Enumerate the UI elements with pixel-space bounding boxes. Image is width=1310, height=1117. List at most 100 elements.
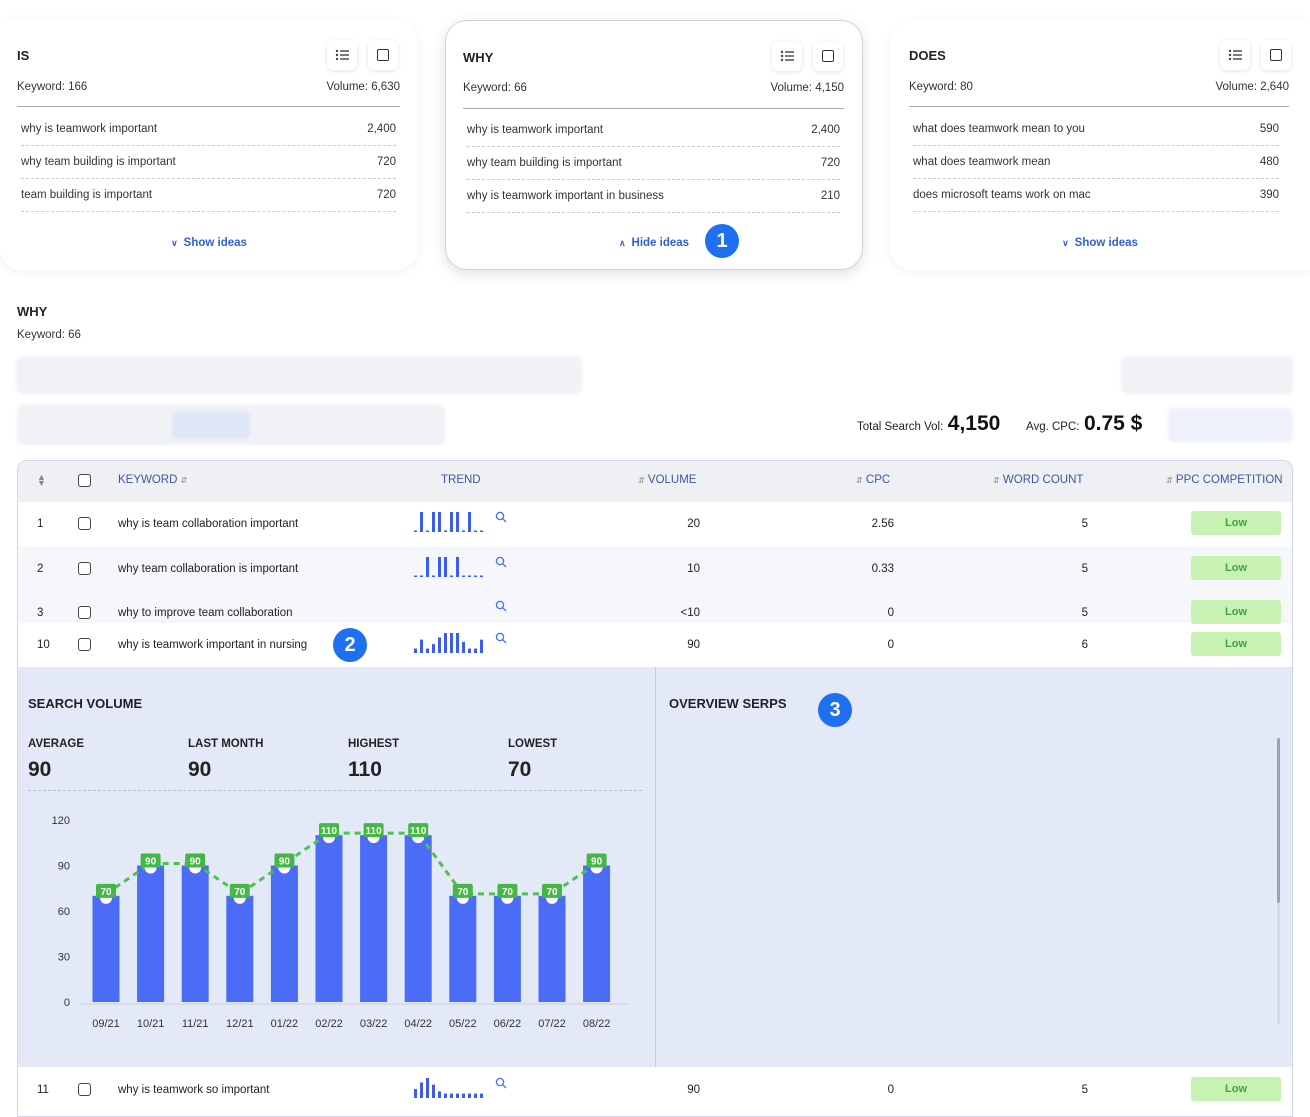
row-number: 3 xyxy=(37,607,44,619)
sparkline-bar xyxy=(414,575,417,577)
sparkline-bar xyxy=(456,1093,459,1098)
sparkline-bar xyxy=(438,637,441,653)
stat-value-last-month: 90 xyxy=(188,758,212,781)
row-checkbox[interactable] xyxy=(78,562,91,575)
search-icon[interactable] xyxy=(495,632,507,644)
list-item: what does teamwork mean 480 xyxy=(913,146,1279,179)
list-view-button[interactable] xyxy=(1220,40,1250,70)
row-checkbox[interactable] xyxy=(78,1083,91,1096)
header-volume[interactable]: ⇵ VOLUME xyxy=(638,474,697,486)
select-checkbox-button[interactable] xyxy=(368,40,398,70)
chart-bar xyxy=(181,865,209,1002)
table-header xyxy=(18,461,1292,502)
x-tick-label: 06/22 xyxy=(494,1018,522,1030)
hide-ideas-button[interactable]: ∧ Hide ideas xyxy=(618,237,690,249)
stat-value-highest: 110 xyxy=(348,758,382,781)
row-keyword[interactable]: why to improve team collaboration xyxy=(118,607,293,619)
sparkline-bar xyxy=(426,530,429,532)
x-tick-label: 01/22 xyxy=(271,1018,299,1030)
header-keyword[interactable]: KEYWORD ⇵ xyxy=(118,474,188,486)
search-icon[interactable] xyxy=(495,556,507,568)
sparkline-bar xyxy=(438,512,441,532)
panel-divider xyxy=(655,667,656,1067)
sparkline-bar xyxy=(438,1091,441,1098)
sparkline-bar xyxy=(474,648,477,653)
row-volume: <10 xyxy=(680,607,700,619)
data-label-box xyxy=(319,823,339,838)
group-title: IS xyxy=(17,48,30,63)
sparkline-bar xyxy=(468,575,471,577)
data-label-box xyxy=(408,823,429,838)
sparkline-bar xyxy=(450,1093,453,1098)
header-cpc[interactable]: ⇵ CPC xyxy=(856,474,891,486)
row-word-count: 6 xyxy=(1081,639,1088,651)
chart-bar xyxy=(92,895,120,1002)
callout-badge-3: 3 xyxy=(818,693,852,727)
trend-sparkline xyxy=(414,512,483,532)
show-ideas-button[interactable]: ∨ Show ideas xyxy=(171,237,247,249)
chevron-up-icon: ∧ xyxy=(618,238,626,248)
chart-bar xyxy=(226,895,254,1002)
x-tick-label: 08/22 xyxy=(583,1018,611,1030)
chart-bar xyxy=(538,895,566,1002)
group-title: DOES xyxy=(909,48,946,63)
sparkline-bar xyxy=(450,633,453,653)
stat-label-last-month: LAST MONTH xyxy=(188,738,264,750)
row-keyword[interactable]: why is teamwork important in nursing xyxy=(118,639,308,651)
list-item: why is teamwork important in business 210 xyxy=(467,180,840,213)
sparkline-bar xyxy=(444,633,447,653)
search-icon[interactable] xyxy=(495,1077,507,1089)
data-label: 70 xyxy=(457,887,469,898)
list-icon xyxy=(780,50,794,62)
select-all-checkbox[interactable] xyxy=(78,474,91,487)
stat-label-average: AVERAGE xyxy=(28,738,85,750)
list-icon xyxy=(1228,49,1242,61)
row-bg xyxy=(18,623,1292,668)
row-keyword[interactable]: why is team collaboration important xyxy=(118,518,299,530)
row-word-count: 5 xyxy=(1081,607,1088,619)
search-icon[interactable] xyxy=(495,511,507,523)
overview-serps-title: OVERVIEW SERPS xyxy=(669,696,787,711)
row-volume: 10 xyxy=(687,563,700,575)
export-button[interactable] xyxy=(1168,408,1293,442)
x-tick-label: 02/22 xyxy=(315,1018,343,1030)
header-ppc-competition[interactable]: ⇵ PPC COMPETITION xyxy=(1166,474,1283,486)
sort-icon[interactable]: ▲ ▼ xyxy=(37,472,46,488)
row-checkbox[interactable] xyxy=(78,517,91,530)
row-cpc: 0 xyxy=(887,607,894,619)
callout-badge-1: 1 xyxy=(705,224,739,258)
group-card-is: IS Keyword: 166 Volume: 6,630 why is tea… xyxy=(0,20,418,270)
x-tick-label: 10/21 xyxy=(137,1018,165,1030)
select-checkbox-button[interactable] xyxy=(813,41,843,71)
row-checkbox[interactable] xyxy=(78,606,91,619)
y-tick-label: 90 xyxy=(58,861,70,873)
filter-tab-active[interactable] xyxy=(172,411,250,439)
row-keyword[interactable]: why team collaboration is important xyxy=(118,563,299,575)
row-checkbox[interactable] xyxy=(78,638,91,651)
header-word-count[interactable]: ⇵ WORD COUNT xyxy=(993,474,1084,486)
row-keyword[interactable]: why is teamwork so important xyxy=(118,1084,270,1096)
y-tick-label: 30 xyxy=(58,952,70,964)
sparkline-bar xyxy=(420,639,423,653)
show-ideas-button[interactable]: ∨ Show ideas xyxy=(1062,237,1138,249)
sparkline-bar xyxy=(432,1084,435,1098)
scrollbar[interactable] xyxy=(1277,738,1280,1024)
toolbar-action-right[interactable] xyxy=(1121,356,1293,394)
list-item: why team building is important 720 xyxy=(21,146,396,179)
sparkline-bar xyxy=(432,512,435,532)
list-view-button[interactable] xyxy=(327,40,357,70)
filter-toolbar[interactable] xyxy=(16,356,582,394)
stat-value-average: 90 xyxy=(28,758,52,781)
select-checkbox-button[interactable] xyxy=(1261,40,1291,70)
serp-item: 2 WHY IS TEAMWORK IMPORTANT IN NURSING? … xyxy=(669,790,1277,842)
chart-bar xyxy=(404,835,432,1002)
y-tick-label: 60 xyxy=(58,906,70,918)
data-label: 70 xyxy=(546,887,558,898)
search-icon[interactable] xyxy=(495,600,507,612)
data-label-box xyxy=(542,883,562,898)
search-volume-chart: 0 30 60 90 120 09/21 10/21 11/21 12/21 01/22 02/22… xyxy=(52,815,628,1030)
chart-bar xyxy=(493,895,521,1002)
data-label: 70 xyxy=(100,887,112,898)
list-view-button[interactable] xyxy=(772,41,802,71)
sparkline-bar xyxy=(414,530,417,532)
